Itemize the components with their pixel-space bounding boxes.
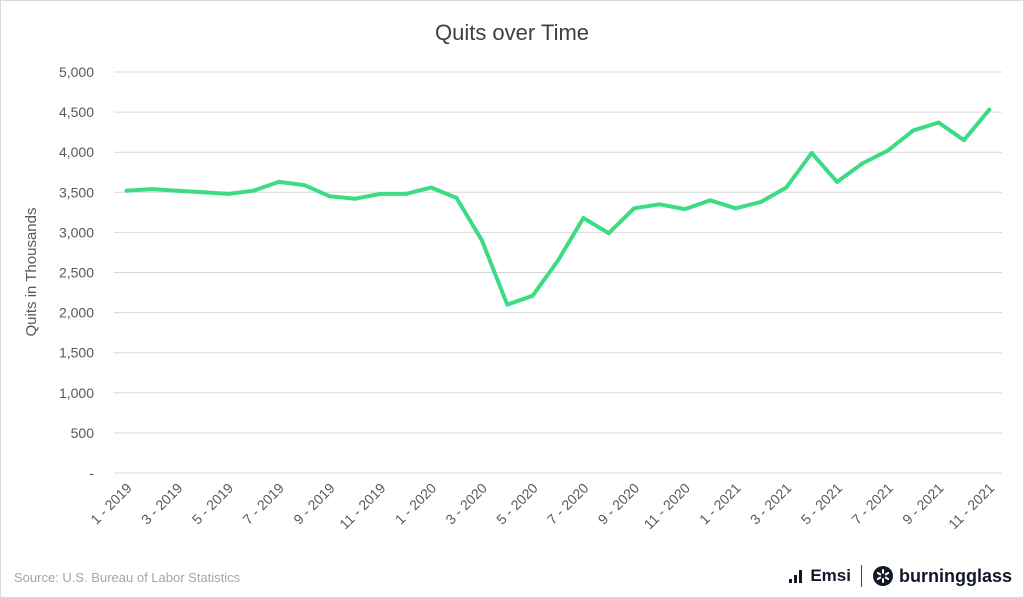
- x-tick-label: 3 - 2021: [747, 480, 795, 528]
- data-point: [632, 206, 637, 211]
- data-point: [733, 206, 738, 211]
- data-point: [200, 190, 205, 195]
- data-point: [936, 120, 941, 125]
- x-tick-label: 11 - 2020: [641, 480, 694, 533]
- data-point: [530, 293, 535, 298]
- data-point: [835, 179, 840, 184]
- data-point: [276, 179, 281, 184]
- y-tick-label: 2,000: [59, 305, 94, 321]
- x-tick-labels: 1 - 2019 3 - 2019 5 - 2019 7 - 2019 9 - 2019…: [87, 480, 997, 533]
- data-point: [505, 302, 510, 307]
- emsi-logo: Emsi: [789, 566, 851, 586]
- data-point: [860, 161, 865, 166]
- x-tick-label: 7 - 2021: [848, 480, 896, 528]
- x-tick-label: 1 - 2021: [696, 480, 744, 528]
- data-point: [606, 231, 611, 236]
- y-tick-label: 5,000: [59, 64, 94, 80]
- x-tick-label: 11 - 2021: [945, 480, 998, 533]
- burningglass-logo: burningglass: [872, 565, 1012, 587]
- y-tick-label: 500: [71, 425, 95, 441]
- data-point: [885, 148, 890, 153]
- data-point: [175, 188, 180, 193]
- y-tick-label: 2,500: [59, 265, 94, 281]
- data-point: [911, 128, 916, 133]
- data-point: [987, 107, 992, 112]
- data-point: [150, 187, 155, 192]
- y-tick-label: 4,000: [59, 144, 94, 160]
- burningglass-logo-text: burningglass: [898, 565, 1012, 586]
- quits-series-line: [124, 107, 992, 307]
- data-point: [682, 207, 687, 212]
- x-tick-label: 11 - 2019: [336, 480, 389, 533]
- x-tick-label: 3 - 2019: [138, 480, 186, 528]
- data-point: [809, 151, 814, 156]
- y-tick-label: -: [89, 465, 94, 481]
- x-tick-label: 1 - 2020: [392, 480, 440, 528]
- data-point: [581, 215, 586, 220]
- data-point: [327, 194, 332, 199]
- data-point: [657, 202, 662, 207]
- y-tick-label: 4,500: [59, 104, 94, 120]
- data-point: [302, 183, 307, 188]
- y-tick-labels: - 500 1,000 1,500 2,000 2,500 3,000 3,500 4,000 4…: [59, 64, 94, 481]
- gridlines: [114, 71, 1002, 474]
- x-tick-label: 7 - 2020: [544, 480, 592, 528]
- x-tick-label: 3 - 2020: [442, 480, 490, 528]
- x-tick-label: 5 - 2021: [798, 480, 846, 528]
- emsi-logo-text: Emsi: [810, 566, 851, 585]
- burningglass-star-icon: [872, 566, 893, 586]
- data-point: [403, 191, 408, 196]
- data-point: [226, 191, 231, 196]
- brand-logos: Emsi burningglass: [789, 565, 1012, 587]
- data-point: [124, 188, 129, 193]
- x-tick-label: 5 - 2019: [189, 480, 237, 528]
- y-tick-label: 1,000: [59, 385, 94, 401]
- y-axis-label: Quits in Thousands: [23, 208, 40, 337]
- chart-title: Quits over Time: [435, 20, 589, 45]
- data-point: [758, 199, 763, 204]
- data-point: [429, 185, 434, 190]
- data-point: [454, 195, 459, 200]
- y-tick-label: 3,500: [59, 184, 94, 200]
- data-point: [961, 138, 966, 143]
- logo-divider: [860, 565, 862, 587]
- data-point: [378, 191, 383, 196]
- x-tick-label: 9 - 2021: [899, 480, 947, 528]
- x-tick-label: 7 - 2019: [239, 480, 287, 528]
- data-point: [556, 258, 560, 263]
- data-point: [479, 238, 484, 243]
- x-tick-label: 9 - 2020: [595, 480, 643, 528]
- data-points: [124, 107, 992, 307]
- data-point: [353, 196, 358, 201]
- data-point: [708, 198, 713, 203]
- data-point: [251, 188, 256, 193]
- emsi-bars-icon: [789, 570, 803, 583]
- y-tick-label: 3,000: [59, 224, 94, 240]
- y-tick-label: 1,500: [59, 345, 94, 361]
- source-note: Source: U.S. Bureau of Labor Statistics: [14, 570, 241, 585]
- data-point: [784, 185, 789, 190]
- x-tick-label: 1 - 2019: [87, 480, 135, 528]
- x-tick-label: 9 - 2019: [290, 480, 338, 528]
- x-tick-label: 5 - 2020: [493, 480, 541, 528]
